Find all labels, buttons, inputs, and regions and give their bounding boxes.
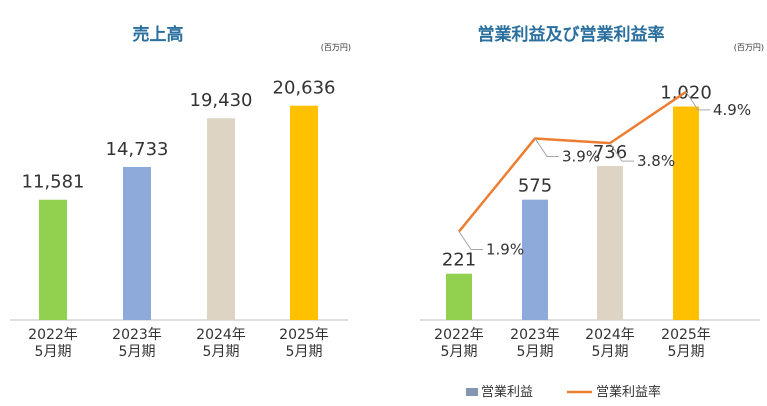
profit-bar (673, 106, 699, 320)
profit-value-label: 736 (593, 142, 627, 163)
profit-bar (446, 273, 472, 320)
sales-x-tick-label: 5月期 (286, 344, 323, 360)
profit-x-tick-label: 5月期 (517, 344, 554, 360)
profit-x-tick-label: 2024年 (585, 327, 635, 343)
profit-margin-leader-line (458, 231, 483, 251)
profit-margin-label: 4.9% (713, 101, 751, 119)
sales-bar (39, 199, 67, 320)
sales-x-tick-label: 2025年 (279, 327, 329, 343)
sales-x-tick-label: 5月期 (35, 344, 72, 360)
profit-margin-line (458, 90, 687, 233)
sales-value-label: 19,430 (190, 90, 253, 111)
profit-margin-leader-line (609, 142, 634, 162)
legend-swatch-operating-profit (466, 388, 478, 396)
sales-x-tick-label: 5月期 (203, 344, 240, 360)
profit-value-label: 575 (518, 176, 552, 197)
profit-chart-title: 営業利益及び営業利益率 (478, 24, 665, 45)
profit-x-tick-label: 5月期 (592, 344, 629, 360)
sales-value-label: 20,636 (273, 78, 336, 99)
sales-chart-units: (百万円) (321, 43, 351, 52)
sales-value-label: 14,733 (106, 139, 169, 160)
profit-x-tick-label: 5月期 (441, 344, 478, 360)
sales-value-label: 11,581 (22, 172, 85, 193)
profit-x-tick-label: 5月期 (668, 344, 705, 360)
sales-bar (290, 105, 318, 320)
profit-x-tick-label: 2025年 (661, 327, 711, 343)
profit-bar (522, 199, 548, 320)
legend-label-operating-margin: 営業利益率 (596, 384, 661, 400)
sales-chart: 11,58114,73319,43020,6362022年5月期2023年5月期… (10, 78, 348, 360)
legend-label-operating-profit: 営業利益 (481, 384, 533, 400)
sales-x-tick-label: 2023年 (112, 327, 162, 343)
profit-x-tick-label: 2023年 (510, 327, 560, 343)
profit-margin-leader-line (534, 138, 559, 157)
profit-x-tick-label: 2022年 (434, 327, 484, 343)
profit-margin-label: 1.9% (486, 241, 524, 259)
profit-chart-legend: 営業利益 営業利益率 (466, 384, 661, 400)
sales-x-tick-label: 2024年 (196, 327, 246, 343)
profit-value-label: 221 (442, 250, 476, 271)
sales-x-tick-label: 2022年 (28, 327, 78, 343)
profit-chart-units: (百万円) (734, 43, 764, 52)
profit-bar (597, 165, 623, 320)
sales-chart-title: 売上高 (133, 24, 184, 45)
sales-bar (123, 167, 151, 320)
sales-x-tick-label: 5月期 (119, 344, 156, 360)
profit-margin-label: 3.8% (637, 152, 675, 170)
profit-margin-leader-line (685, 91, 710, 111)
profit-margin-label: 3.9% (562, 147, 600, 165)
sales-bar (207, 118, 235, 320)
